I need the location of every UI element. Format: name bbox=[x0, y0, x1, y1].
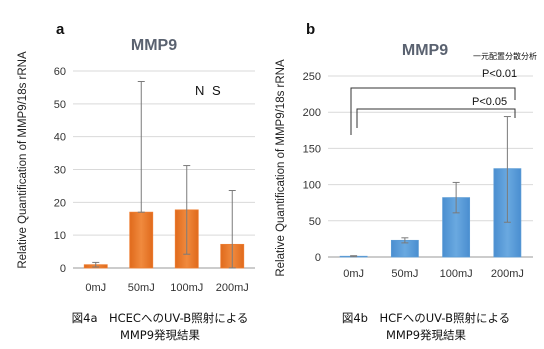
panel-a-error-bars bbox=[92, 81, 236, 269]
panel-b-anova-note: 一元配置分散分析 bbox=[473, 51, 537, 61]
panel-b-title: MMP9 bbox=[402, 42, 448, 59]
panel-a-bar bbox=[129, 211, 154, 269]
panel-a-y-tick-label: 60 bbox=[54, 66, 66, 78]
panel-a-bars bbox=[83, 209, 245, 269]
panel-b-ylabel: Relative Quantification of MMP9/18s rRNA bbox=[275, 59, 287, 277]
panel-a-y-tick-label: 30 bbox=[54, 165, 66, 177]
panel-b-y-tick-label: 100 bbox=[303, 180, 321, 192]
panel-a: a MMP9 Relative Quantification of MMP9/1… bbox=[17, 21, 255, 294]
panel-a-caption-line1: 図4a HCECへのUV-B照射による bbox=[72, 311, 249, 325]
panel-b-x-ticks: 0mJ 50mJ 100mJ 200mJ bbox=[343, 268, 524, 280]
panel-b-x-tick-label: 50mJ bbox=[391, 268, 418, 280]
panel-b-x-tick-label: 200mJ bbox=[491, 268, 524, 280]
panel-b: b MMP9 一元配置分散分析 Relative Quantification … bbox=[275, 21, 537, 280]
panel-a-ylabel: Relative Quantification of MMP9/18s rRNA bbox=[17, 51, 29, 269]
panel-b-bar bbox=[442, 197, 471, 258]
panel-b-sig-p005: P<0.05 bbox=[472, 96, 507, 108]
panel-b-sig-p001: P<0.01 bbox=[482, 68, 517, 80]
panel-a-gridlines bbox=[73, 70, 255, 269]
panel-b-ylabel-text: Relative Quantification of MMP9/18s rRNA bbox=[275, 59, 287, 277]
panel-a-x-tick-label: 200mJ bbox=[216, 282, 249, 294]
panel-a-y-tick-label: 20 bbox=[54, 197, 66, 209]
panel-a-x-ticks: 0mJ 50mJ 100mJ 200mJ bbox=[85, 282, 248, 294]
panel-a-y-ticks: 0 10 20 30 40 50 60 bbox=[54, 66, 66, 275]
panel-a-ns-annotation: N S bbox=[195, 83, 223, 98]
panel-b-y-tick-label: 150 bbox=[303, 143, 321, 155]
panel-b-y-tick-label: 200 bbox=[303, 107, 321, 119]
panel-a-letter: a bbox=[56, 21, 65, 38]
bracket-p005 bbox=[356, 108, 516, 128]
panel-b-y-tick-label: 50 bbox=[309, 216, 321, 228]
panel-a-y-tick-label: 50 bbox=[54, 99, 66, 111]
panel-b-significance-brackets bbox=[350, 87, 516, 135]
panel-b-x-tick-label: 100mJ bbox=[440, 268, 473, 280]
panel-a-caption-line2: MMP9発現結果 bbox=[120, 328, 201, 342]
panel-a-x-tick-label: 50mJ bbox=[128, 282, 155, 294]
panel-b-caption-line2: MMP9発現結果 bbox=[386, 328, 467, 342]
panel-b-x-tick-label: 0mJ bbox=[343, 268, 364, 280]
panel-b-error-bars bbox=[350, 116, 511, 258]
panel-a-y-tick-label: 10 bbox=[54, 230, 66, 242]
panel-b-y-tick-label: 250 bbox=[303, 71, 321, 83]
bracket-p001 bbox=[350, 87, 516, 135]
panel-b-y-tick-label: 0 bbox=[315, 252, 321, 264]
panel-a-y-tick-label: 40 bbox=[54, 132, 66, 144]
panel-a-title: MMP9 bbox=[131, 37, 177, 54]
panel-b-caption-line1: 図4b HCFへのUV-B照射による bbox=[342, 311, 510, 325]
panel-a-y-tick-label: 0 bbox=[60, 263, 66, 275]
panel-a-x-tick-label: 100mJ bbox=[170, 282, 203, 294]
panel-b-bars bbox=[339, 168, 522, 258]
panel-a-x-tick-label: 0mJ bbox=[85, 282, 106, 294]
panel-b-y-ticks: 0 50 100 150 200 250 bbox=[303, 71, 321, 264]
panel-a-ylabel-text: Relative Quantification of MMP9/18s rRNA bbox=[17, 51, 29, 269]
panel-b-letter: b bbox=[306, 21, 315, 38]
